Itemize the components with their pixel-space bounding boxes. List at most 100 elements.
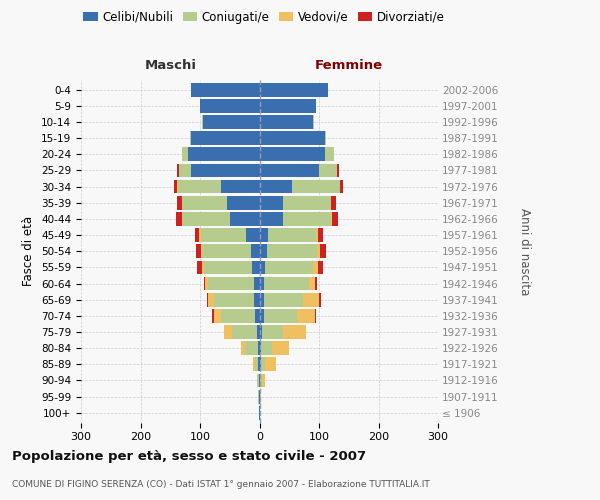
- Bar: [325, 132, 326, 145]
- Bar: [260, 132, 325, 145]
- Bar: [262, 374, 265, 388]
- Bar: [178, 164, 179, 177]
- Bar: [260, 180, 292, 194]
- Bar: [260, 293, 264, 306]
- Bar: [227, 196, 260, 209]
- Bar: [316, 228, 318, 242]
- Bar: [212, 309, 214, 322]
- Bar: [232, 325, 257, 339]
- Bar: [283, 196, 331, 209]
- Bar: [259, 358, 260, 371]
- Bar: [260, 212, 283, 226]
- Bar: [260, 99, 316, 112]
- Bar: [224, 325, 232, 339]
- Bar: [178, 180, 221, 194]
- Bar: [309, 276, 315, 290]
- Bar: [272, 342, 289, 355]
- Bar: [266, 244, 317, 258]
- Bar: [319, 293, 321, 306]
- Bar: [260, 196, 283, 209]
- Bar: [315, 276, 317, 290]
- Bar: [253, 260, 260, 274]
- Bar: [230, 212, 260, 226]
- Bar: [292, 180, 340, 194]
- Bar: [260, 115, 313, 129]
- Bar: [260, 83, 328, 96]
- Bar: [194, 228, 199, 242]
- Bar: [203, 115, 260, 129]
- Bar: [283, 212, 331, 226]
- Bar: [203, 260, 253, 274]
- Bar: [313, 260, 318, 274]
- Text: Maschi: Maschi: [144, 59, 196, 72]
- Bar: [257, 374, 259, 388]
- Bar: [257, 325, 260, 339]
- Bar: [221, 309, 255, 322]
- Bar: [191, 164, 260, 177]
- Bar: [241, 342, 245, 355]
- Bar: [175, 180, 178, 194]
- Bar: [206, 293, 208, 306]
- Y-axis label: Anni di nascita: Anni di nascita: [518, 208, 532, 295]
- Bar: [332, 212, 338, 226]
- Legend: Celibi/Nubili, Coniugati/e, Vedovi/e, Divorziati/e: Celibi/Nubili, Coniugati/e, Vedovi/e, Di…: [79, 6, 449, 28]
- Bar: [214, 293, 254, 306]
- Bar: [200, 228, 247, 242]
- Bar: [260, 374, 262, 388]
- Bar: [337, 164, 338, 177]
- Bar: [260, 276, 264, 290]
- Text: Femmine: Femmine: [314, 59, 383, 72]
- Bar: [260, 164, 319, 177]
- Bar: [258, 342, 260, 355]
- Bar: [260, 342, 261, 355]
- Bar: [199, 228, 200, 242]
- Bar: [320, 244, 326, 258]
- Bar: [303, 293, 319, 306]
- Bar: [205, 276, 208, 290]
- Bar: [260, 309, 264, 322]
- Bar: [264, 276, 309, 290]
- Bar: [264, 293, 303, 306]
- Bar: [200, 244, 202, 258]
- Bar: [325, 148, 334, 161]
- Bar: [214, 309, 221, 322]
- Bar: [255, 358, 259, 371]
- Bar: [202, 260, 203, 274]
- Bar: [260, 244, 266, 258]
- Bar: [203, 276, 205, 290]
- Bar: [245, 342, 258, 355]
- Bar: [265, 260, 313, 274]
- Bar: [268, 228, 316, 242]
- Bar: [331, 196, 336, 209]
- Bar: [260, 148, 325, 161]
- Bar: [247, 228, 260, 242]
- Bar: [253, 358, 255, 371]
- Bar: [297, 309, 315, 322]
- Bar: [260, 325, 262, 339]
- Bar: [331, 212, 332, 226]
- Bar: [255, 309, 260, 322]
- Bar: [260, 358, 265, 371]
- Bar: [254, 293, 260, 306]
- Bar: [196, 244, 200, 258]
- Bar: [261, 342, 272, 355]
- Bar: [179, 164, 191, 177]
- Bar: [318, 228, 323, 242]
- Bar: [283, 325, 306, 339]
- Bar: [200, 99, 260, 112]
- Bar: [182, 148, 188, 161]
- Bar: [191, 132, 260, 145]
- Bar: [208, 293, 214, 306]
- Bar: [221, 180, 260, 194]
- Bar: [317, 244, 320, 258]
- Bar: [262, 325, 283, 339]
- Bar: [188, 148, 260, 161]
- Bar: [260, 228, 268, 242]
- Bar: [176, 212, 182, 226]
- Bar: [202, 244, 251, 258]
- Bar: [318, 260, 323, 274]
- Text: COMUNE DI FIGINO SERENZA (CO) - Dati ISTAT 1° gennaio 2007 - Elaborazione TUTTIT: COMUNE DI FIGINO SERENZA (CO) - Dati IST…: [12, 480, 430, 489]
- Bar: [208, 276, 254, 290]
- Bar: [191, 83, 260, 96]
- Y-axis label: Fasce di età: Fasce di età: [22, 216, 35, 286]
